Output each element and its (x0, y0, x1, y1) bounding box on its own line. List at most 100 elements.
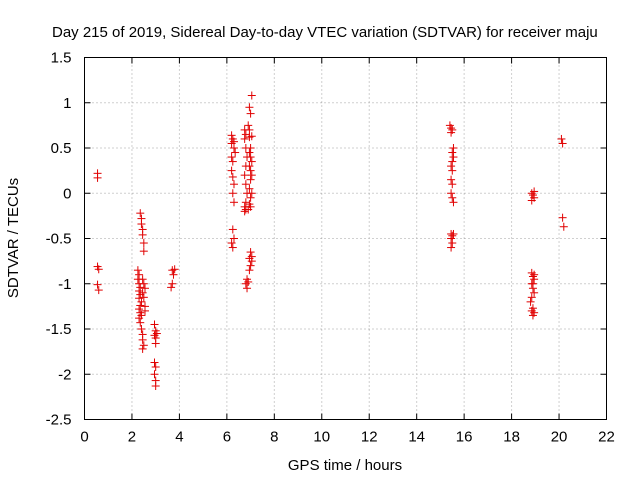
data-point (169, 270, 178, 279)
x-axis-label: GPS time / hours (288, 457, 402, 474)
data-point (170, 265, 179, 274)
data-point (150, 370, 159, 379)
data-point (231, 148, 240, 157)
data-point (133, 266, 142, 275)
data-point (136, 301, 145, 310)
data-point (449, 144, 458, 152)
data-point (245, 162, 254, 171)
data-point (447, 234, 456, 243)
y-tick-label: -0.5 (46, 231, 72, 248)
data-point (94, 286, 103, 295)
data-point (245, 125, 254, 134)
data-point (241, 180, 250, 189)
data-point (141, 284, 150, 293)
data-point (93, 280, 102, 289)
data-point (151, 382, 160, 391)
data-point (138, 288, 147, 297)
x-tick-label: 2 (128, 429, 136, 446)
grid (84, 57, 607, 420)
data-point (530, 187, 539, 196)
data-point (530, 270, 539, 279)
y-tick-label: 0 (63, 185, 71, 202)
data-point (448, 157, 457, 166)
x-tick-label: 0 (80, 429, 88, 446)
y-tick-label: -1.5 (46, 321, 72, 338)
y-axis-label: SDTVAR / TECUs (5, 178, 22, 298)
data-point (245, 103, 254, 112)
y-tick-label: -1 (58, 276, 71, 293)
data-point (240, 134, 249, 143)
data-point (141, 306, 150, 315)
data-point (139, 279, 148, 288)
data-point (247, 189, 256, 198)
y-tick-label: 0.5 (51, 140, 72, 157)
data-point (139, 293, 148, 302)
data-point (244, 277, 253, 286)
chart-title: Day 215 of 2019, Sidereal Day-to-day VTE… (52, 24, 598, 41)
data-point (557, 134, 566, 143)
data-point (247, 91, 256, 100)
data-point (150, 358, 159, 367)
data-point (247, 171, 256, 180)
data-point (139, 239, 148, 248)
x-tick-label: 6 (223, 429, 231, 446)
data-point (447, 189, 456, 198)
data-point (94, 265, 103, 274)
data-point (530, 288, 539, 297)
y-tick-label: 1.5 (51, 50, 72, 67)
data-point (136, 318, 145, 327)
data-point (244, 205, 253, 214)
data-point (228, 189, 237, 198)
data-point (244, 121, 253, 130)
data-point (229, 180, 238, 189)
data-point (245, 184, 254, 193)
data-point (246, 166, 255, 175)
data-point (138, 275, 147, 284)
data-point (152, 329, 161, 338)
data-point (245, 148, 254, 157)
data-point (247, 132, 256, 141)
data-point (449, 198, 458, 207)
data-point (528, 311, 537, 320)
data-point (139, 247, 148, 256)
data-point (167, 283, 176, 292)
data-point (243, 284, 252, 293)
data-point (136, 283, 145, 292)
data-point (448, 180, 457, 189)
data-point (246, 261, 255, 270)
data-point (449, 153, 458, 162)
data-point (240, 207, 249, 216)
data-point (528, 279, 537, 288)
axis-ticks (84, 57, 607, 420)
data-point (247, 157, 256, 166)
data-point (245, 266, 254, 275)
data-point (448, 239, 457, 248)
y-tick-label: 1 (63, 95, 71, 112)
data-point (246, 109, 255, 118)
data-point (447, 128, 456, 137)
data-point (447, 162, 456, 171)
data-point (229, 137, 238, 146)
data-point (240, 171, 249, 180)
x-tick-label: 14 (408, 429, 425, 446)
data-point (527, 293, 536, 302)
data-point (448, 148, 457, 157)
x-tick-label: 10 (313, 429, 330, 446)
data-point (135, 305, 144, 314)
data-point (448, 193, 457, 202)
data-point (246, 144, 255, 152)
y-tick-label: -2 (58, 366, 71, 383)
data-point (559, 222, 568, 231)
data-point (138, 335, 147, 344)
x-tick-label: 22 (598, 429, 615, 446)
data-point (558, 213, 567, 222)
data-point (558, 139, 567, 148)
data-point (228, 172, 237, 181)
data-point (139, 341, 148, 350)
data-point (93, 173, 102, 182)
data-point (229, 198, 238, 207)
data-point (527, 196, 536, 205)
data-point (228, 243, 237, 252)
data-point (150, 320, 159, 329)
